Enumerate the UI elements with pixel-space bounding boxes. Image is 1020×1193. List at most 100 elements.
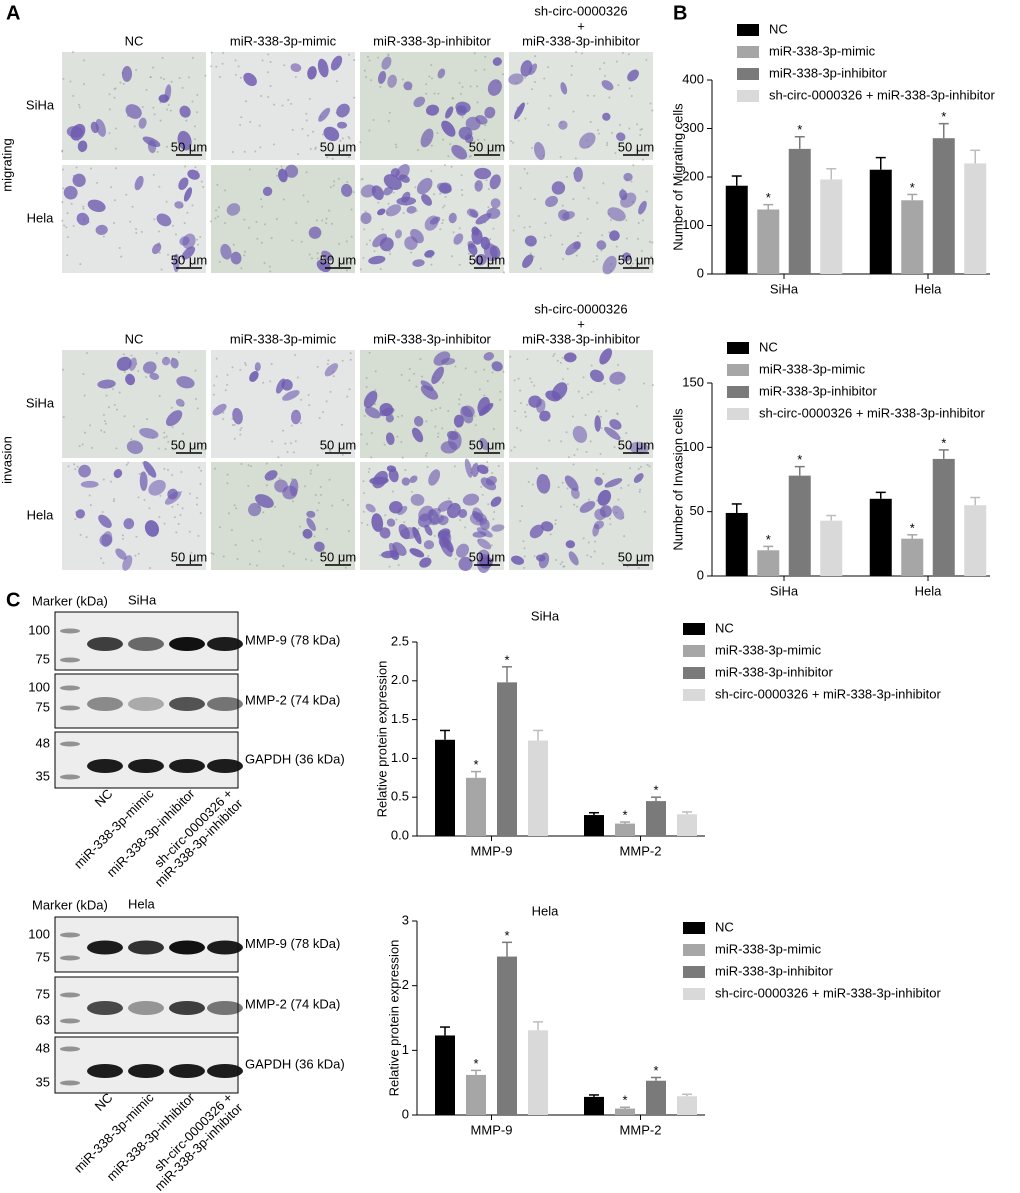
pore xyxy=(316,464,319,467)
pore xyxy=(348,137,351,140)
cell xyxy=(490,198,501,209)
cell xyxy=(425,104,440,116)
pore xyxy=(486,465,489,468)
bar xyxy=(497,682,517,836)
pore xyxy=(261,205,264,208)
pore xyxy=(74,518,77,521)
pore xyxy=(286,450,289,453)
pore xyxy=(148,567,151,570)
pore xyxy=(260,241,263,244)
cell xyxy=(70,123,86,141)
pore xyxy=(135,68,138,71)
pore xyxy=(392,191,395,194)
pore xyxy=(527,480,530,483)
pore xyxy=(379,268,382,271)
pore xyxy=(330,222,333,225)
pore xyxy=(79,263,82,266)
cell xyxy=(243,72,257,87)
pore xyxy=(62,368,65,371)
bar xyxy=(869,169,892,274)
pore xyxy=(368,59,371,62)
cell xyxy=(619,189,628,201)
cell xyxy=(524,235,537,247)
pore xyxy=(373,250,376,253)
pore xyxy=(108,93,111,96)
pore xyxy=(345,269,348,272)
pore xyxy=(516,426,519,429)
pore xyxy=(255,220,258,223)
pore xyxy=(161,56,164,59)
pore xyxy=(62,77,65,80)
pore xyxy=(620,487,623,490)
pore xyxy=(256,237,259,240)
bar xyxy=(497,956,517,1115)
pore xyxy=(374,403,377,406)
pore xyxy=(430,409,433,412)
band xyxy=(207,637,243,651)
pore xyxy=(305,112,308,115)
pore xyxy=(387,53,390,56)
cell xyxy=(115,548,127,560)
pore xyxy=(419,358,422,361)
pore xyxy=(239,433,242,436)
pore xyxy=(196,445,199,448)
pore xyxy=(523,226,526,229)
pore xyxy=(474,370,477,373)
pore xyxy=(458,398,461,401)
cell xyxy=(479,518,490,531)
pore xyxy=(329,390,332,393)
pore xyxy=(270,237,273,240)
pore xyxy=(302,194,305,197)
pore xyxy=(340,423,343,426)
legend-label: NC xyxy=(715,620,734,635)
pore xyxy=(326,447,329,450)
cell xyxy=(456,543,470,558)
pore xyxy=(347,156,350,159)
cell xyxy=(368,255,386,265)
pore xyxy=(464,526,467,529)
y-tick-label: 150 xyxy=(682,374,704,389)
cell xyxy=(568,551,579,566)
pore xyxy=(589,440,592,443)
pore xyxy=(552,354,555,357)
pore xyxy=(625,237,628,240)
pore xyxy=(473,52,476,55)
pore xyxy=(61,168,64,171)
pore xyxy=(167,253,170,256)
pore xyxy=(251,539,254,542)
cell xyxy=(164,491,182,505)
pore xyxy=(572,463,575,466)
pore xyxy=(363,69,366,72)
pore xyxy=(512,141,515,144)
pore xyxy=(237,65,240,68)
pore xyxy=(145,376,148,379)
y-axis-label: Number of Invasion cells xyxy=(670,408,685,551)
pore xyxy=(152,173,155,176)
pore xyxy=(599,452,602,455)
pore xyxy=(273,103,276,106)
pore xyxy=(554,519,557,522)
x-tick-label: Hela xyxy=(915,583,943,598)
cell xyxy=(424,250,435,258)
pore xyxy=(519,429,522,432)
pore xyxy=(526,358,529,361)
pore xyxy=(424,454,427,457)
significance-marker: * xyxy=(797,452,802,467)
pore xyxy=(143,498,146,501)
pore xyxy=(322,411,325,414)
pore xyxy=(79,533,82,536)
pore xyxy=(510,449,513,452)
pore xyxy=(175,145,178,148)
cell xyxy=(579,500,596,513)
pore xyxy=(186,211,189,214)
cell xyxy=(508,73,524,85)
cell xyxy=(264,470,278,481)
pore xyxy=(595,468,598,471)
cell xyxy=(573,166,583,183)
pore xyxy=(135,228,138,231)
pore xyxy=(138,472,141,475)
legend-swatch xyxy=(683,988,705,1000)
pore xyxy=(600,415,603,418)
cell xyxy=(442,530,452,545)
cell xyxy=(317,58,329,78)
